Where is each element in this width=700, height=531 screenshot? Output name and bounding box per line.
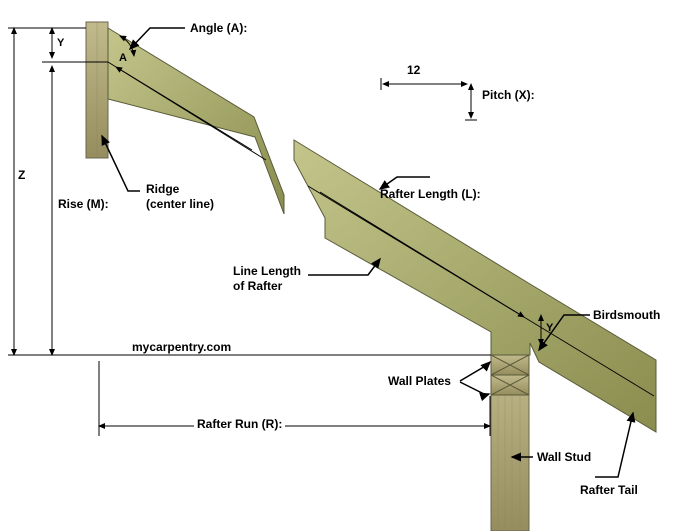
- rafter-lower: [294, 140, 656, 432]
- label-wall-stud: Wall Stud: [537, 450, 591, 465]
- label-rafter-length: Rafter Length (L):: [380, 187, 481, 202]
- label-twelve: 12: [407, 63, 420, 78]
- label-rafter-tail: Rafter Tail: [580, 483, 638, 498]
- label-z: Z: [18, 168, 25, 183]
- label-rafter-run: Rafter Run (R):: [194, 417, 285, 432]
- label-angle: Angle (A):: [190, 21, 247, 36]
- label-wall-plates: Wall Plates: [388, 374, 451, 389]
- label-y-birdsmouth: Y: [546, 322, 553, 336]
- label-pitch: Pitch (X):: [482, 88, 535, 103]
- label-angle-a: A: [119, 52, 127, 66]
- label-site: mycarpentry.com: [132, 340, 231, 355]
- label-line-length: Line Length of Rafter: [233, 264, 301, 294]
- label-ridge: Ridge (center line): [146, 182, 214, 212]
- label-y-top: Y: [57, 37, 64, 51]
- label-birdsmouth: Birdsmouth: [593, 308, 660, 323]
- label-rise-m: Rise (M):: [58, 197, 109, 212]
